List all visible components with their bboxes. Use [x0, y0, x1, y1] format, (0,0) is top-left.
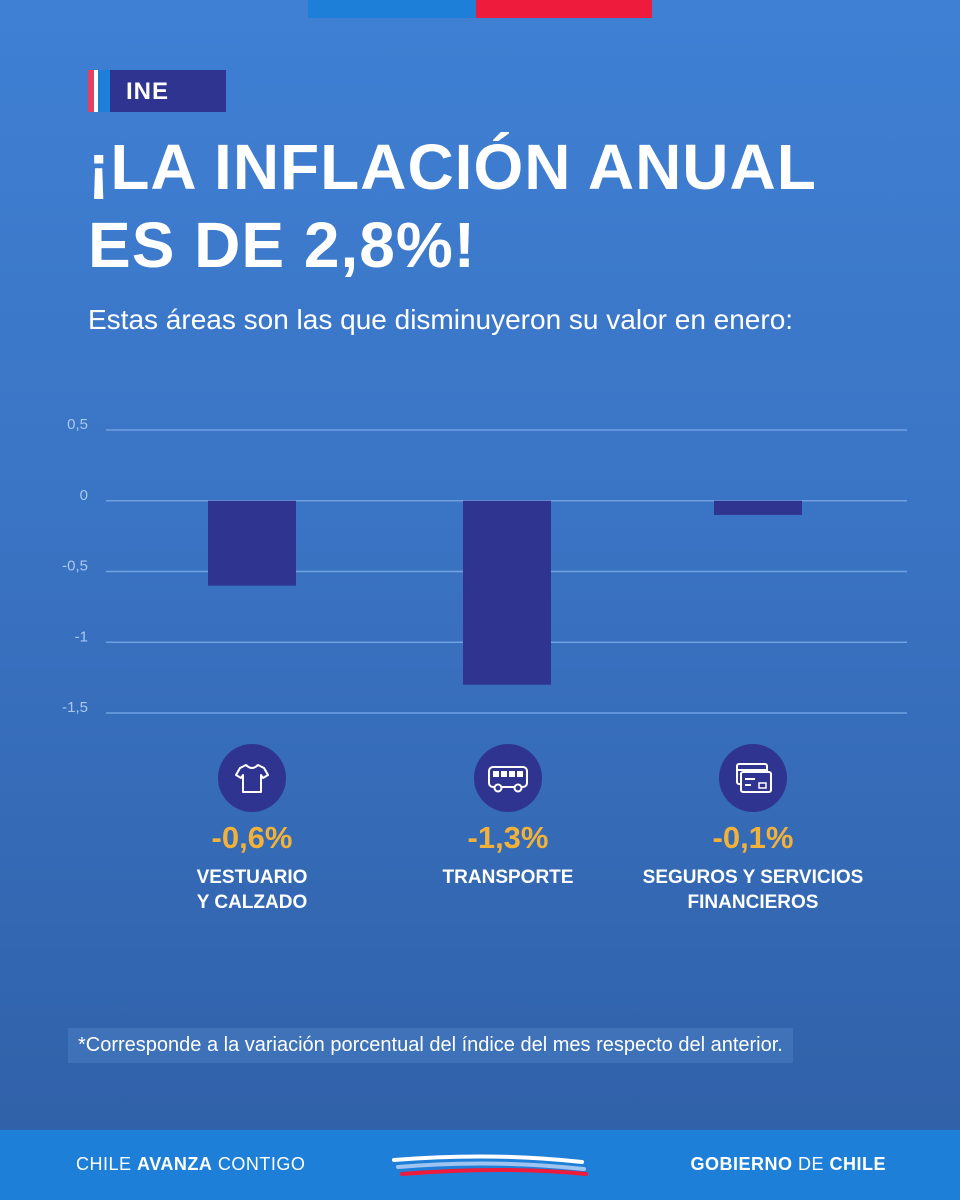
credit-card-icon: [736, 763, 772, 793]
footer-slogan-word: CHILE: [76, 1154, 138, 1174]
top-flag-stripe: [308, 0, 652, 18]
subtitle: Estas áreas son las que disminuyeron su …: [88, 304, 794, 335]
category-label: TRANSPORTE: [442, 867, 574, 888]
page-title: ¡LA INFLACIÓN ANUAL ES DE 2,8%!: [88, 128, 908, 284]
footer-government-word: GOBIERNO: [690, 1154, 798, 1174]
swoosh-logo-icon: [392, 1154, 588, 1176]
y-tick-label: 0,5: [67, 416, 88, 433]
category-transporte: -1,3% TRANSPORTE: [378, 744, 638, 891]
category-icon-circle: [218, 744, 286, 812]
tag-box: [110, 70, 226, 112]
y-tick-label: -1,5: [62, 699, 88, 716]
category-icon-circle: [719, 744, 787, 812]
footer-government-word: DE: [797, 1154, 824, 1174]
bus-icon: [488, 766, 528, 793]
title-line-2: ES DE 2,8%!: [88, 209, 477, 282]
title-line-1: ¡LA INFLACIÓN ANUAL: [88, 131, 817, 203]
tag-stripe-red: [88, 70, 94, 112]
footer-slogan-word: AVANZA: [137, 1154, 213, 1174]
flag-blue-segment: [308, 0, 476, 18]
bar-1: [208, 500, 296, 586]
category-value: -0,6%: [211, 820, 293, 855]
y-tick-label: -1: [75, 628, 88, 645]
flag-red-segment: [476, 0, 652, 18]
tag-stripe-blue: [98, 70, 110, 112]
category-value: -1,3%: [467, 820, 549, 855]
category-label: SEGUROS Y SERVICIOS FINANCIEROS: [642, 867, 864, 913]
tag-stripe-white: [94, 70, 98, 112]
footer-bar: CHILE AVANZA CONTIGO GOBIERNO DE CHILE: [0, 1130, 960, 1200]
footnote: *Corresponde a la variación porcentual d…: [68, 1028, 793, 1063]
bar-3: [714, 500, 802, 515]
category-seguros: -0,1% SEGUROS Y SERVICIOS FINANCIEROS: [623, 744, 883, 915]
tag-label: INE: [126, 78, 170, 105]
y-tick-label: -0,5: [62, 558, 88, 575]
category-vestuario: -0,6% VESTUARIO Y CALZADO: [122, 744, 382, 915]
category-label: VESTUARIO Y CALZADO: [196, 867, 308, 913]
footer-government: GOBIERNO DE CHILE: [690, 1154, 886, 1175]
footer-government-word: CHILE: [823, 1154, 886, 1174]
category-value: -0,1%: [712, 820, 794, 855]
y-tick-label: 0: [80, 487, 88, 504]
bar-chart: 0,5 0 -0,5 -1 -1,5: [62, 416, 907, 716]
category-icon-circle: [474, 744, 542, 812]
bar-2: [463, 500, 551, 685]
footer-slogan: CHILE AVANZA CONTIGO: [76, 1154, 305, 1175]
footer-slogan-word: CONTIGO: [212, 1154, 306, 1174]
shirt-icon: [235, 764, 269, 793]
